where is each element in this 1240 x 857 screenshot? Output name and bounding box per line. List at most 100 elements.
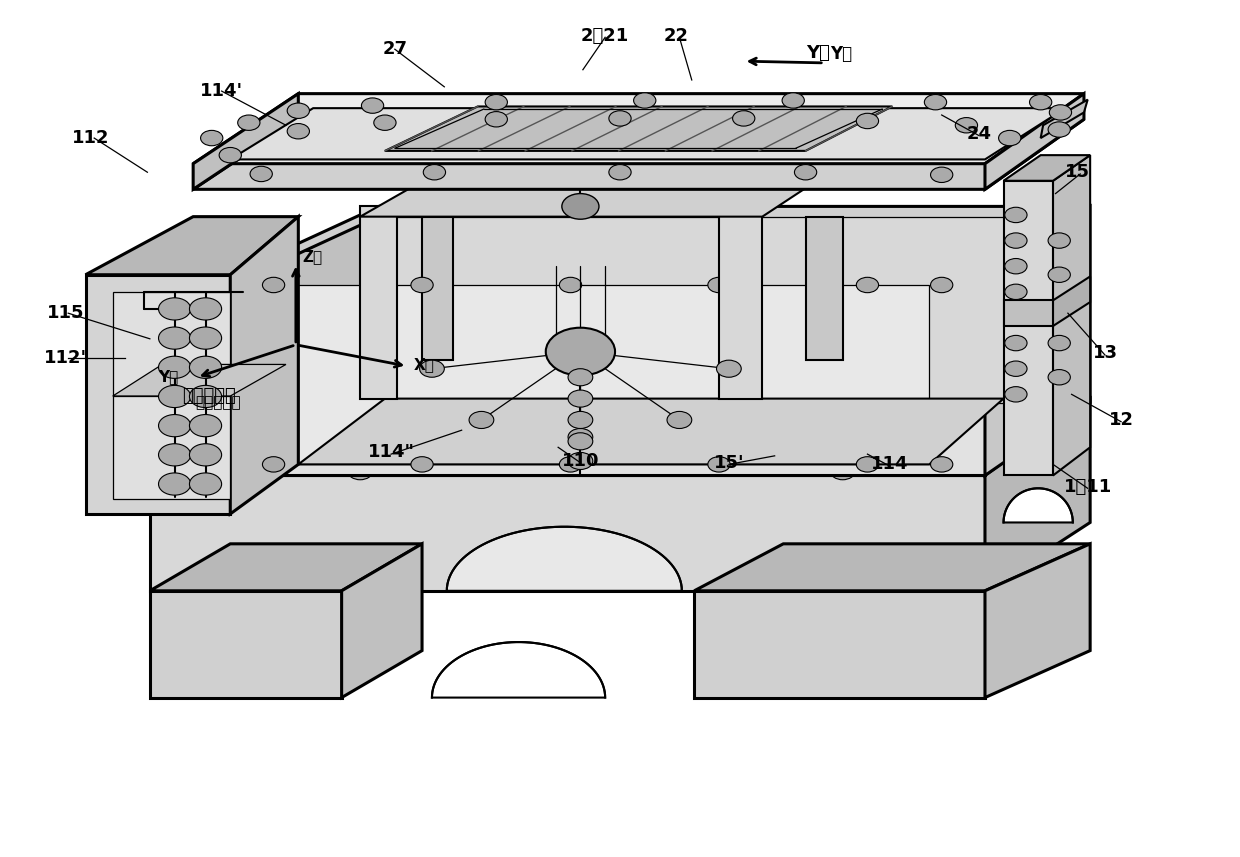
- Polygon shape: [422, 217, 453, 360]
- Circle shape: [568, 369, 593, 386]
- Polygon shape: [1053, 277, 1090, 326]
- Circle shape: [190, 444, 222, 466]
- Text: 12: 12: [1109, 411, 1133, 429]
- Circle shape: [1004, 233, 1027, 249]
- Polygon shape: [694, 590, 985, 698]
- Polygon shape: [193, 93, 1084, 164]
- Polygon shape: [150, 590, 342, 698]
- Circle shape: [930, 457, 952, 472]
- Circle shape: [955, 117, 977, 133]
- Text: 24: 24: [966, 125, 991, 143]
- Circle shape: [609, 165, 631, 180]
- Circle shape: [568, 390, 593, 407]
- Circle shape: [159, 357, 191, 379]
- Circle shape: [410, 278, 433, 293]
- Polygon shape: [985, 207, 1090, 476]
- Polygon shape: [231, 275, 985, 476]
- Circle shape: [568, 452, 593, 470]
- Circle shape: [609, 111, 631, 126]
- Polygon shape: [446, 527, 682, 590]
- Polygon shape: [231, 207, 1090, 275]
- Circle shape: [559, 278, 582, 293]
- Polygon shape: [150, 544, 422, 590]
- Circle shape: [1048, 369, 1070, 385]
- Circle shape: [733, 111, 755, 126]
- Circle shape: [1004, 335, 1027, 351]
- Circle shape: [857, 278, 879, 293]
- Circle shape: [1004, 361, 1027, 376]
- Text: 13: 13: [1092, 345, 1117, 363]
- Polygon shape: [985, 399, 1090, 590]
- Text: X向: X向: [413, 357, 434, 372]
- Polygon shape: [1003, 488, 1073, 523]
- Circle shape: [1048, 122, 1070, 137]
- Circle shape: [857, 457, 879, 472]
- Polygon shape: [150, 399, 1090, 476]
- Circle shape: [1004, 259, 1027, 274]
- Circle shape: [190, 297, 222, 320]
- Circle shape: [1048, 233, 1070, 249]
- Circle shape: [1048, 301, 1070, 316]
- Polygon shape: [231, 217, 378, 476]
- Circle shape: [930, 167, 952, 183]
- Text: 1、11: 1、11: [1064, 477, 1112, 495]
- Circle shape: [782, 93, 805, 108]
- Circle shape: [708, 457, 730, 472]
- Circle shape: [930, 278, 952, 293]
- Circle shape: [190, 386, 222, 408]
- Circle shape: [667, 411, 692, 428]
- Text: 22: 22: [663, 27, 688, 45]
- Circle shape: [717, 360, 742, 377]
- Text: 2、21: 2、21: [582, 27, 629, 45]
- Text: Y向: Y向: [157, 369, 179, 384]
- Circle shape: [562, 194, 599, 219]
- Polygon shape: [384, 106, 893, 151]
- Circle shape: [350, 422, 394, 452]
- Circle shape: [263, 457, 285, 472]
- Circle shape: [263, 278, 285, 293]
- Circle shape: [485, 111, 507, 127]
- Circle shape: [795, 165, 817, 180]
- Text: 115: 115: [47, 304, 84, 322]
- Text: 正交坐标系: 正交坐标系: [182, 387, 236, 405]
- Circle shape: [924, 94, 946, 110]
- Polygon shape: [985, 544, 1090, 698]
- Circle shape: [159, 386, 191, 408]
- Circle shape: [568, 433, 593, 450]
- Circle shape: [1004, 285, 1027, 299]
- Circle shape: [559, 457, 582, 472]
- Circle shape: [190, 327, 222, 349]
- Polygon shape: [378, 217, 1003, 403]
- Circle shape: [373, 115, 396, 130]
- Circle shape: [288, 123, 310, 139]
- Circle shape: [423, 165, 445, 180]
- Polygon shape: [193, 119, 1084, 189]
- Polygon shape: [719, 207, 763, 399]
- Circle shape: [159, 297, 191, 320]
- Text: Y向: Y向: [831, 45, 852, 63]
- Text: 15': 15': [713, 453, 744, 471]
- Circle shape: [238, 115, 260, 130]
- Circle shape: [159, 415, 191, 437]
- Text: 112': 112': [45, 350, 87, 368]
- Text: Z向: Z向: [303, 249, 322, 264]
- Polygon shape: [193, 93, 299, 189]
- Polygon shape: [1053, 155, 1090, 476]
- Circle shape: [469, 411, 494, 428]
- Text: 正交坐标系: 正交坐标系: [195, 395, 241, 411]
- Polygon shape: [360, 207, 397, 399]
- Circle shape: [1004, 207, 1027, 223]
- Text: 110: 110: [562, 452, 599, 470]
- Polygon shape: [86, 275, 231, 514]
- Polygon shape: [150, 476, 985, 590]
- Polygon shape: [360, 164, 843, 217]
- Circle shape: [159, 327, 191, 349]
- Polygon shape: [1003, 300, 1053, 326]
- Text: 114': 114': [200, 82, 243, 100]
- Circle shape: [288, 103, 310, 118]
- Circle shape: [1004, 387, 1027, 402]
- Circle shape: [708, 278, 730, 293]
- Circle shape: [546, 327, 615, 375]
- Text: 15: 15: [1065, 163, 1090, 181]
- Polygon shape: [113, 364, 286, 396]
